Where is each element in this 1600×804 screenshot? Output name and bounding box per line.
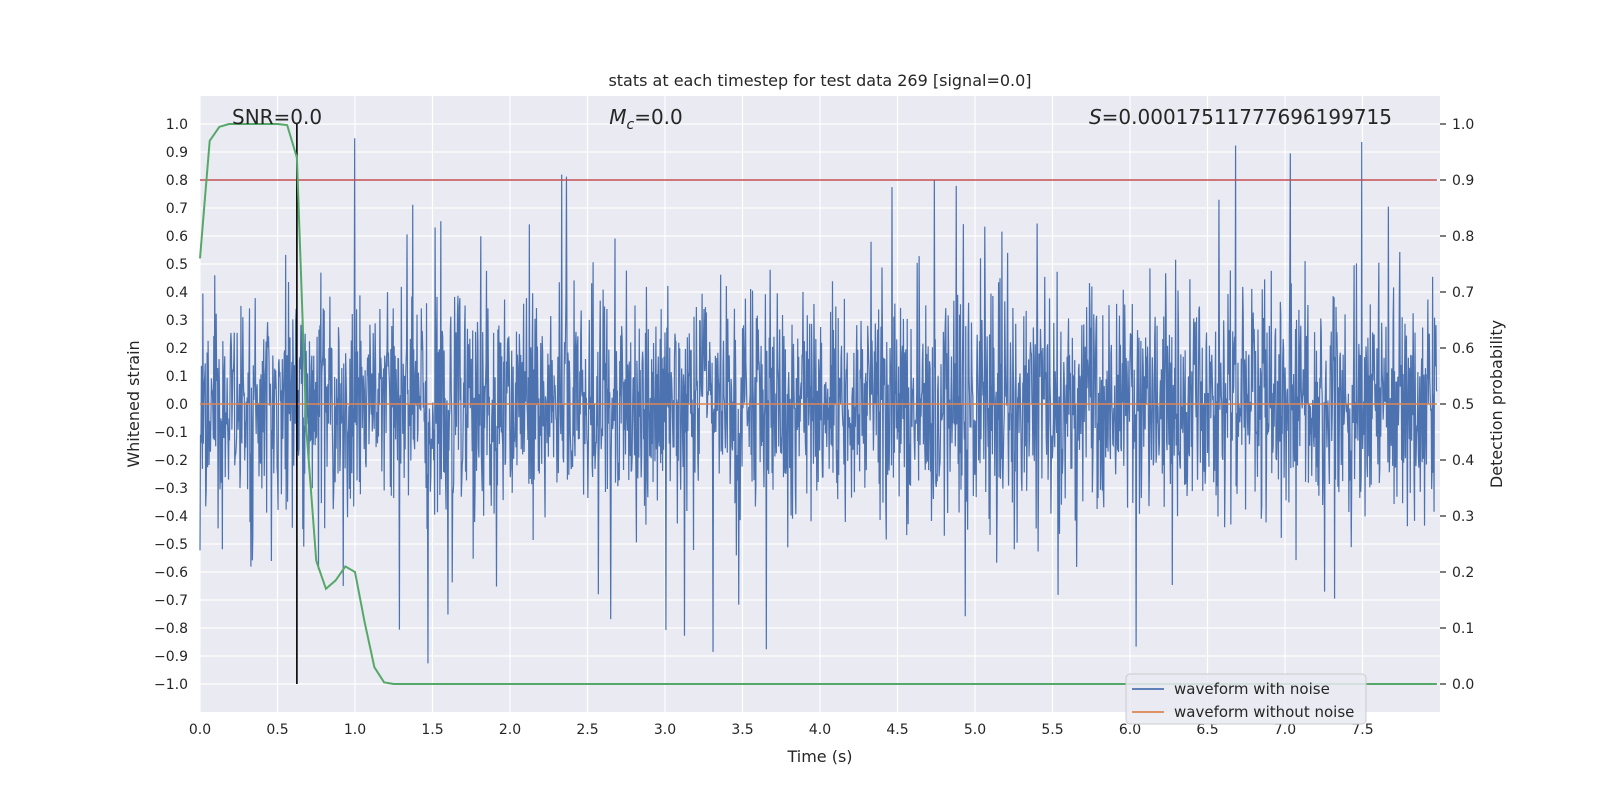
legend-box xyxy=(1125,673,1367,725)
x-tick-label: 2.5 xyxy=(576,722,598,738)
y2-tick-label: 1.0 xyxy=(1452,117,1474,133)
y-tick-label: 1.0 xyxy=(166,117,188,133)
mc-subscript: c xyxy=(626,117,634,133)
y2-tick-label: 0.0 xyxy=(1452,677,1474,693)
y-tick-label: −1.0 xyxy=(154,677,188,693)
chirp-mass-annotation: Mc=0.0 xyxy=(609,105,683,133)
legend-label-clean: waveform without noise xyxy=(1174,703,1354,721)
y-tick-label: −0.7 xyxy=(154,593,188,609)
mc-value: =0.0 xyxy=(634,105,683,129)
y-tick-label: 0.3 xyxy=(166,313,188,329)
x-tick-label: 0.5 xyxy=(266,722,288,738)
y-tick-label: −0.3 xyxy=(154,481,188,497)
x-tick-label: 1.5 xyxy=(421,722,443,738)
legend: waveform with noise waveform without noi… xyxy=(1125,673,1367,725)
y-tick-label: 0.7 xyxy=(166,201,188,217)
axis-ticks: 0.0 0.5 1.0 1.5 2.0 2.5 3.0 3.5 4.0 4.5 5.0 5.5 6.0 6… xyxy=(154,117,1474,738)
y2-tick-label: 0.8 xyxy=(1452,229,1474,245)
x-axis-label: Time (s) xyxy=(786,747,852,766)
y2-axis-label: Detection probability xyxy=(1487,320,1506,488)
y-tick-label: −0.9 xyxy=(154,649,188,665)
y-tick-label: −0.6 xyxy=(154,565,188,581)
y2-tick-label: 0.3 xyxy=(1452,509,1474,525)
y-tick-label: 0.2 xyxy=(166,341,188,357)
y2-tick-label: 0.2 xyxy=(1452,565,1474,581)
y-tick-label: 0.4 xyxy=(166,285,188,301)
waveform-with-noise-series xyxy=(199,138,1438,664)
y-axis-label: Whitened strain xyxy=(124,340,143,467)
x-tick-label: 6.0 xyxy=(1119,722,1141,738)
x-tick-label: 2.0 xyxy=(499,722,521,738)
series-lines xyxy=(199,123,1437,685)
y2-tick-label: 0.9 xyxy=(1452,173,1474,189)
x-tick-label: 3.0 xyxy=(654,722,676,738)
x-tick-label: 7.0 xyxy=(1274,722,1296,738)
s-symbol: S xyxy=(1089,105,1102,129)
x-tick-label: 7.5 xyxy=(1351,722,1373,738)
chart-title: stats at each timestep for test data 269… xyxy=(608,71,1031,90)
x-tick-label: 4.0 xyxy=(809,722,831,738)
statistic-annotation: S=0.00017511777696199715 xyxy=(1089,105,1392,129)
x-tick-label: 1.0 xyxy=(344,722,366,738)
y-tick-label: 0.8 xyxy=(166,173,188,189)
y2-tick-label: 0.5 xyxy=(1452,397,1474,413)
y-tick-label: 0.1 xyxy=(166,369,188,385)
x-tick-label: 4.5 xyxy=(886,722,908,738)
x-tick-label: 0.0 xyxy=(189,722,211,738)
y2-tick-label: 0.4 xyxy=(1452,453,1474,469)
x-tick-label: 6.5 xyxy=(1196,722,1218,738)
snr-annotation: SNR=0.0 xyxy=(232,105,322,129)
x-tick-label: 5.5 xyxy=(1041,722,1063,738)
y-tick-label: 0.0 xyxy=(166,397,188,413)
legend-label-noise: waveform with noise xyxy=(1174,680,1330,698)
y-tick-label: −0.5 xyxy=(154,537,188,553)
waveform-with-noise-line xyxy=(199,138,1438,664)
x-tick-label: 5.0 xyxy=(964,722,986,738)
y2-tick-label: 0.7 xyxy=(1452,285,1474,301)
s-value: =0.00017511777696199715 xyxy=(1102,105,1392,129)
y2-tick-label: 0.6 xyxy=(1452,341,1474,357)
y-tick-label: −0.8 xyxy=(154,621,188,637)
y2-tick-label: 0.1 xyxy=(1452,621,1474,637)
y-tick-label: −0.2 xyxy=(154,453,188,469)
x-tick-label: 3.5 xyxy=(731,722,753,738)
y-tick-label: −0.4 xyxy=(154,509,188,525)
mc-symbol: M xyxy=(609,105,626,129)
y-tick-label: 0.6 xyxy=(166,229,188,245)
y-tick-label: −0.1 xyxy=(154,425,188,441)
y-tick-label: 0.5 xyxy=(166,257,188,273)
y-tick-label: 0.9 xyxy=(166,145,188,161)
detection-probability-line xyxy=(199,123,1437,685)
